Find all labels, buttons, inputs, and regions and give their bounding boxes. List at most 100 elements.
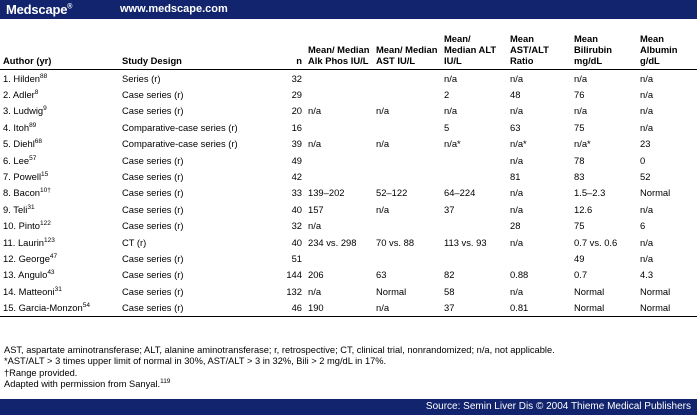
table-row: 10. Pinto122 Case series (r) 32 n/a 28 75 6 xyxy=(0,218,697,234)
cell-alb: n/a xyxy=(640,89,654,101)
cell-ast xyxy=(373,119,441,135)
cell-author: 7. Powell15 xyxy=(3,170,49,183)
cell-n: 32 xyxy=(291,220,302,232)
cell-design: CT (r) xyxy=(122,236,147,248)
cell-author: 13. Angulo43 xyxy=(3,269,55,281)
header-row: Author (yr) Study Design n Mean/ Median … xyxy=(0,22,697,70)
medscape-logo[interactable]: Medscape® xyxy=(6,2,73,17)
cell-ast: n/a xyxy=(376,138,390,150)
cell-design: Case series (r) xyxy=(122,285,184,297)
note-dagger: †Range provided. xyxy=(4,367,78,378)
cell-alt: 113 vs. 93 xyxy=(444,236,487,248)
cell-alb: n/a xyxy=(640,72,654,84)
site-url[interactable]: www.medscape.com xyxy=(120,3,228,15)
cell-ratio: n/a xyxy=(510,187,524,199)
table-row: 3. Ludwig9 Case series (r) 20 n/a n/a n/a n/a n… xyxy=(0,103,697,119)
cell-bili: 75 xyxy=(574,220,585,232)
cell-alb: 0 xyxy=(640,154,646,166)
cell-n: 16 xyxy=(291,121,302,133)
cell-ratio: n/a xyxy=(510,203,524,215)
cell-ratio: n/a xyxy=(510,72,524,84)
cell-ratio: 0.88 xyxy=(510,269,529,281)
cell-n: 33 xyxy=(291,187,302,199)
cell-design: Case series (r) xyxy=(122,302,184,314)
cell-design: Case series (r) xyxy=(122,269,184,281)
cell-alb: n/a xyxy=(640,121,654,133)
cell-ratio: 0.81 xyxy=(510,302,529,314)
cell-alb: n/a xyxy=(640,105,654,117)
cell-author: 9. Teli31 xyxy=(3,203,35,215)
cell-alk xyxy=(305,152,373,168)
cell-alb: Normal xyxy=(640,285,671,297)
cell-bili: n/a xyxy=(574,105,588,117)
table-row: 13. Angulo43 Case series (r) 144 206 63 82 0.8… xyxy=(0,267,697,283)
cell-bili: 1.5–2.3 xyxy=(574,187,606,199)
cell-alk: 157 xyxy=(308,203,324,215)
cell-alk: 206 xyxy=(308,269,324,281)
cell-alb: n/a xyxy=(640,203,654,215)
cell-author: 8. Bacon10† xyxy=(3,187,51,199)
cell-design: Case series (r) xyxy=(122,203,184,215)
cell-ast: Normal xyxy=(376,285,407,297)
cell-alk xyxy=(305,168,373,184)
cell-n: 46 xyxy=(291,302,302,314)
table-row: 2. Adler8 Case series (r) 29 2 48 76 n/a xyxy=(0,86,697,102)
cell-ast xyxy=(373,86,441,102)
cell-ratio: n/a xyxy=(510,105,524,117)
cell-n: 40 xyxy=(291,203,302,215)
table-row: 7. Powell15 Case series (r) 42 81 83 52 xyxy=(0,168,697,184)
cell-alb: n/a xyxy=(640,236,654,248)
col-ratio: Mean AST/ALT Ratio xyxy=(510,33,549,66)
col-alt: Mean/ Median ALT IU/L xyxy=(444,33,497,66)
col-alk: Mean/ Median Alk Phos IU/L xyxy=(308,44,370,66)
table-row: 9. Teli31 Case series (r) 40 157 n/a 37 n/a 12.… xyxy=(0,201,697,217)
cell-alk xyxy=(305,86,373,102)
cell-author: 2. Adler8 xyxy=(3,88,39,101)
cell-design: Comparative-case series (r) xyxy=(122,121,238,133)
note-adapted: Adapted with permission from Sanyal.119 xyxy=(4,378,171,390)
cell-n: 132 xyxy=(286,285,302,297)
col-design: Study Design xyxy=(122,55,182,66)
cell-design: Comparative-case series (r) xyxy=(122,138,238,150)
cell-alt xyxy=(441,168,507,184)
cell-n: 42 xyxy=(291,171,302,183)
cell-design: Case series (r) xyxy=(122,187,184,199)
cell-alb: Normal xyxy=(640,187,671,199)
cell-ast xyxy=(373,168,441,184)
cell-author: 1. Hilden88 xyxy=(3,72,48,84)
col-n: n xyxy=(296,55,302,66)
cell-ast xyxy=(373,70,441,87)
cell-ratio: 28 xyxy=(510,220,521,232)
cell-alt: n/a* xyxy=(444,138,461,150)
cell-n: 29 xyxy=(291,89,302,101)
footnotes: AST, aspartate aminotransferase; ALT, al… xyxy=(4,345,555,391)
table-row: 12. George47 Case series (r) 51 49 n/a xyxy=(0,250,697,266)
cell-alk: n/a xyxy=(308,220,322,232)
table-row: 8. Bacon10† Case series (r) 33 139–202 52–12… xyxy=(0,185,697,201)
cell-ast: 70 vs. 88 xyxy=(376,236,415,248)
cell-alk: n/a xyxy=(308,285,322,297)
cell-alt xyxy=(441,250,507,266)
cell-bili: 76 xyxy=(574,89,585,101)
cell-alb: Normal xyxy=(640,302,671,314)
cell-ratio: n/a* xyxy=(510,138,527,150)
cell-alb: 6 xyxy=(640,220,646,232)
footer-bar: Source: Semin Liver Dis © 2004 Thieme Me… xyxy=(0,399,697,415)
table-row: 11. Laurin123 CT (r) 40 234 vs. 298 70 vs. 8… xyxy=(0,234,697,250)
cell-alt: 37 xyxy=(444,203,455,215)
cell-ratio: 63 xyxy=(510,121,521,133)
cell-alt: 5 xyxy=(444,121,450,133)
cell-alk: 234 vs. 298 xyxy=(308,236,357,248)
cell-alk: 190 xyxy=(308,302,324,314)
cell-bili: 83 xyxy=(574,171,585,183)
cell-author: 15. Garcia-Monzon54 xyxy=(3,302,90,314)
cell-alt xyxy=(441,218,507,234)
cell-design: Case series (r) xyxy=(122,220,184,232)
col-bili: Mean Bilirubin mg/dL xyxy=(574,33,613,66)
cell-ratio: n/a xyxy=(510,285,524,297)
cell-ast: n/a xyxy=(376,203,390,215)
cell-n: 49 xyxy=(291,154,302,166)
cell-bili: n/a* xyxy=(574,138,591,150)
cell-alb: 4.3 xyxy=(640,269,654,281)
cell-n: 51 xyxy=(291,252,302,264)
